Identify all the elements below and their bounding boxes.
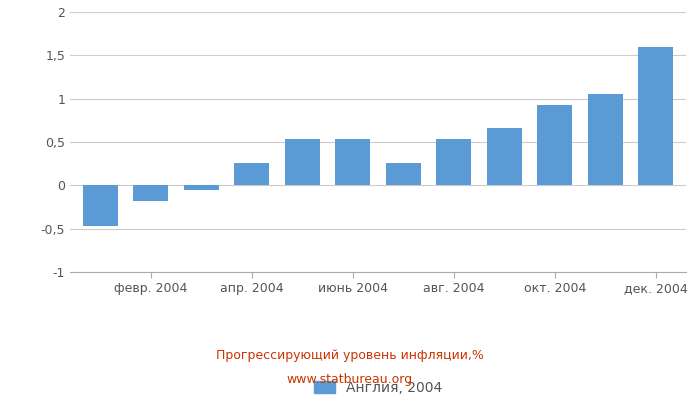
Bar bbox=[486, 128, 522, 185]
Legend: Англия, 2004: Англия, 2004 bbox=[308, 375, 448, 400]
Bar bbox=[234, 163, 270, 185]
Bar bbox=[133, 185, 169, 201]
Bar bbox=[587, 94, 623, 185]
Bar bbox=[638, 47, 673, 185]
Bar bbox=[386, 163, 421, 185]
Bar bbox=[436, 139, 471, 185]
Bar bbox=[183, 185, 219, 190]
Bar bbox=[83, 185, 118, 226]
Bar bbox=[537, 105, 573, 185]
Text: www.statbureau.org: www.statbureau.org bbox=[287, 374, 413, 386]
Bar bbox=[335, 139, 370, 185]
Text: Прогрессирующий уровень инфляции,%: Прогрессирующий уровень инфляции,% bbox=[216, 350, 484, 362]
Bar bbox=[285, 139, 320, 185]
